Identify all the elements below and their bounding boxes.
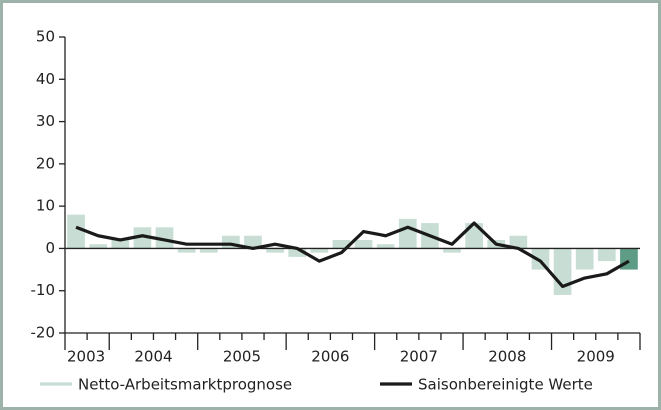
bar	[597, 248, 616, 262]
bar	[155, 227, 174, 249]
bar	[376, 244, 395, 249]
x-group-label: 2007	[400, 348, 438, 366]
x-group-label: 2008	[488, 348, 526, 366]
y-tick-label: -20	[31, 324, 56, 342]
bar	[199, 248, 218, 253]
bar	[398, 218, 417, 249]
line	[75, 221, 630, 289]
legend-label: Netto-Arbeitsmarktprognose	[78, 376, 292, 394]
bar	[89, 244, 108, 249]
x-group-label: 2006	[311, 348, 349, 366]
x-group-label: 2003	[67, 348, 105, 366]
bar	[509, 235, 528, 249]
bar	[111, 239, 130, 249]
y-tick-label: -10	[31, 281, 56, 299]
bar	[67, 214, 85, 249]
x-group-label: 2004	[134, 348, 172, 366]
y-tick-label: 50	[36, 28, 55, 46]
bar	[244, 235, 262, 249]
bar	[354, 239, 373, 249]
y-tick-label: 10	[36, 197, 55, 215]
bar	[133, 227, 152, 249]
x-group-label: 2005	[223, 348, 261, 366]
bar	[310, 248, 329, 253]
bar	[266, 248, 284, 253]
legend-label: Saisonbereinigte Werte	[418, 376, 593, 394]
bar	[575, 248, 594, 270]
bar	[177, 248, 196, 253]
bar	[443, 248, 461, 253]
y-tick-label: 0	[45, 239, 55, 257]
y-tick-label: 40	[36, 70, 55, 88]
y-tick-label: 30	[36, 112, 55, 130]
bar	[332, 239, 351, 249]
bar	[288, 248, 307, 257]
x-group-label: 2009	[577, 348, 615, 366]
y-tick-label: 20	[36, 154, 55, 172]
